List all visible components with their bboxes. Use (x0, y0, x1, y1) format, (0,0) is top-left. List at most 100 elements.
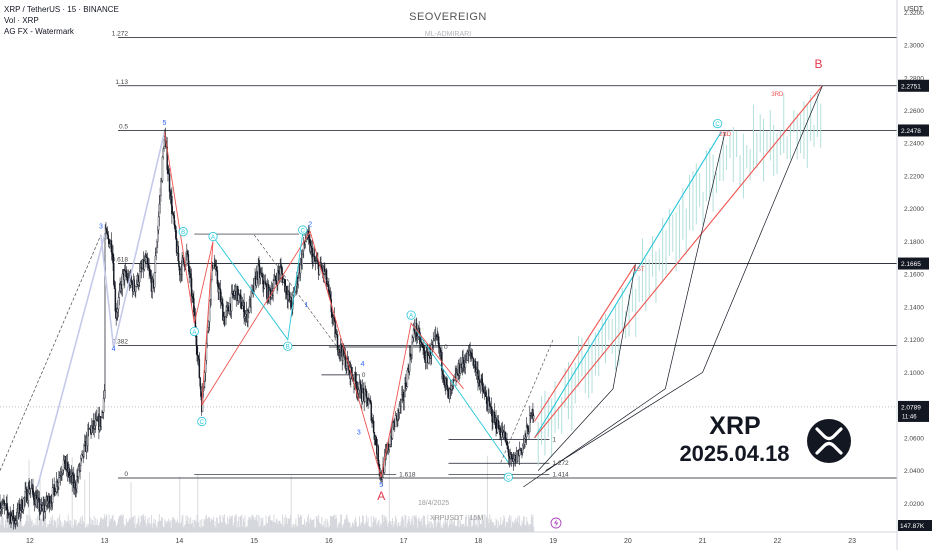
candle-body (193, 298, 195, 313)
impulse-wave-path (100, 131, 166, 348)
volume-bar (523, 516, 525, 532)
volume-bar (457, 514, 459, 532)
candle-body (445, 378, 448, 386)
volume-bar (155, 525, 157, 532)
candle-body (447, 388, 449, 392)
volume-bar (459, 519, 461, 532)
volume-bar (493, 525, 495, 532)
volume-bar (216, 517, 218, 532)
fib-level-label: 0.618 (112, 257, 129, 264)
candle-body (11, 515, 13, 523)
candle-body (189, 273, 192, 279)
volume-bar (0, 524, 2, 532)
volume-bar (139, 522, 141, 532)
candle-body (253, 278, 256, 292)
volume-bar (195, 521, 197, 532)
candle-body (523, 438, 526, 445)
candle-body (159, 195, 161, 205)
volume-bar (509, 520, 511, 532)
volume-bar (107, 526, 109, 532)
symbol-info: XRP / TetherUS · 15 · BINANCE Vol · XRP … (4, 4, 119, 37)
volume-bar (502, 520, 504, 532)
volume-bar (138, 515, 140, 532)
volume-bar (116, 525, 118, 532)
volume-bar (490, 518, 492, 532)
volume-bar (231, 516, 233, 532)
candle-body (362, 388, 365, 394)
volume-bar (304, 525, 306, 532)
volume-bar (112, 514, 114, 532)
candle-body (211, 265, 213, 281)
volume-bar (269, 514, 271, 532)
volume-bar (329, 525, 331, 532)
volume-bar (100, 518, 102, 532)
volume-bar (111, 515, 113, 532)
volume-bar (278, 520, 280, 532)
volume-bar (19, 516, 21, 532)
candle-body (135, 283, 138, 287)
candle-body (241, 305, 244, 309)
circle-wave-marker (298, 225, 308, 235)
volume-bar (436, 522, 438, 532)
price-tick-label: 2.2800 (904, 75, 924, 82)
candle-body (401, 394, 403, 401)
volume-bar (32, 526, 34, 532)
volume-bar (182, 514, 184, 532)
volume-bar (231, 515, 233, 532)
candle-body (470, 352, 473, 357)
volume-badge-label: 147.87K (900, 523, 925, 530)
candle-body (106, 232, 109, 236)
volume-bar (263, 526, 265, 532)
volume-bar (519, 515, 521, 532)
candle-body (167, 169, 169, 174)
volume-bar (324, 527, 326, 532)
volume-bar (498, 525, 500, 532)
volume-bar (63, 520, 65, 532)
fib-level-label: 1.13 (115, 79, 128, 86)
volume-bar (282, 526, 284, 532)
symbol-title[interactable]: XRP / TetherUS · 15 · BINANCE (4, 5, 119, 14)
volume-bar (319, 523, 321, 532)
candle-body (102, 398, 105, 413)
volume-bar (4, 519, 6, 532)
volume-bar (413, 515, 415, 532)
volume-bar (227, 523, 229, 532)
time-tick-label: 22 (774, 538, 782, 545)
volume-bar (450, 519, 452, 532)
volume-bar (342, 524, 344, 532)
candle-body (221, 299, 223, 304)
volume-bar (527, 523, 529, 532)
volume-bar (290, 476, 292, 532)
circle-wave-label: B (286, 345, 290, 351)
candle-body (297, 278, 299, 285)
volume-bar (108, 514, 110, 532)
volume-bar (186, 521, 188, 532)
volume-bar (135, 527, 137, 532)
volume-bar (410, 518, 412, 532)
volume-bar (421, 525, 423, 532)
candle-body (117, 308, 119, 313)
candle-body (173, 214, 175, 225)
volume-indicator-label[interactable]: Vol · XRP (4, 16, 39, 25)
candle-body (525, 425, 528, 438)
volume-bar (496, 520, 498, 532)
volume-bar (60, 526, 62, 532)
candle-body (485, 396, 488, 404)
volume-bar (355, 521, 357, 532)
volume-bar (378, 519, 380, 532)
volume-bar (461, 525, 463, 532)
volume-bar (526, 517, 528, 532)
volume-bar (308, 523, 310, 532)
watermark-indicator-label[interactable]: AG FX - Watermark (4, 27, 74, 36)
volume-bar (148, 517, 150, 532)
volume-bar (435, 526, 437, 532)
volume-bar (517, 515, 519, 532)
volume-bar (365, 521, 367, 532)
volume-bar (227, 516, 229, 532)
candle-body (359, 382, 361, 385)
candle-body (148, 267, 150, 272)
volume-bar (212, 520, 214, 532)
candle-body (464, 362, 467, 368)
volume-bar (72, 527, 74, 532)
